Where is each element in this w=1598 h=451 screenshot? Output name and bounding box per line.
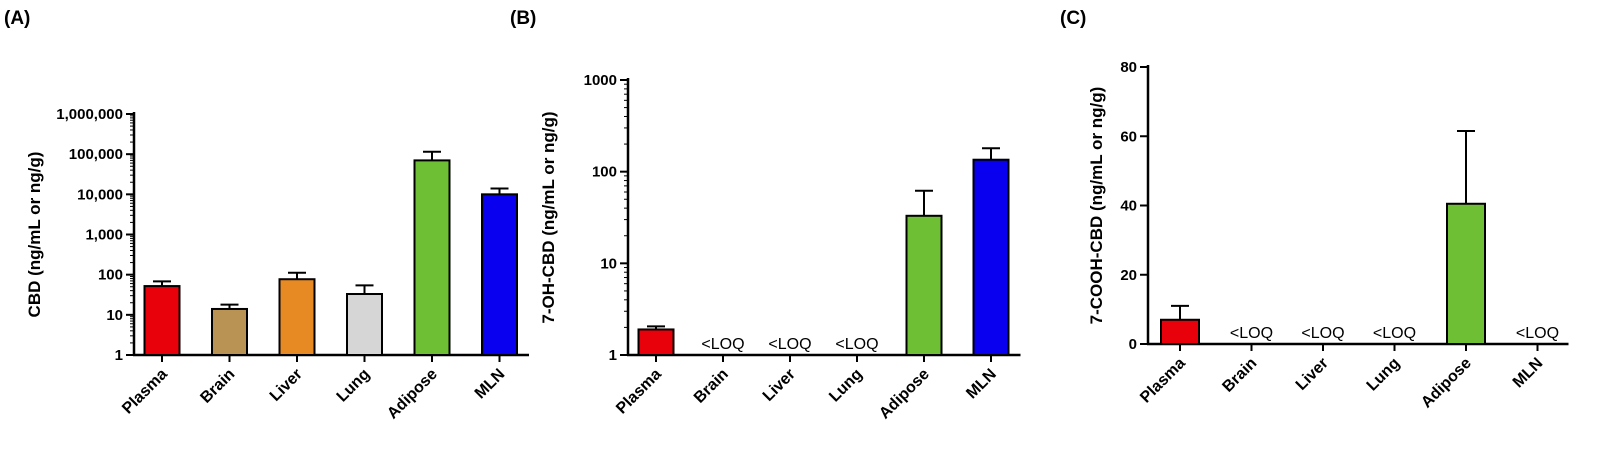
bar-label: <LOQ — [1373, 325, 1416, 342]
y-tick-label: 10 — [600, 255, 617, 272]
x-tick-label: Liver — [760, 366, 799, 405]
x-tick-label: Liver — [267, 366, 306, 405]
bar-adipose — [413, 159, 451, 356]
x-tick-label: Lung — [334, 366, 374, 406]
chart-panel-2: (B) 7-OH-CBD (ng/mL or ng/g) 1 10 100 1000 Pla… — [510, 8, 1021, 422]
x-tick-label: Adipose — [876, 366, 933, 423]
chart-panel-3: (C) 7-COOH-CBD (ng/mL or ng/g) 0 20 40 60 80 Pl… — [1060, 8, 1569, 411]
chart-panel-1: (A) CBD (ng/mL or ng/g) 1 10 100 1,000 10,000 1… — [4, 8, 529, 422]
x-tick-label: Adipose — [1418, 355, 1475, 412]
x-tick-label: Brain — [197, 366, 238, 407]
bar-mln — [481, 193, 518, 356]
y-axis-title: 7-OH-CBD (ng/mL or ng/g) — [539, 111, 558, 323]
bar-liver — [278, 278, 316, 356]
bar-brain — [211, 307, 248, 357]
bar-plasma — [143, 285, 181, 356]
x-tick-label: Adipose — [384, 366, 441, 423]
x-tick-label: MLN — [1510, 355, 1547, 392]
x-tick-label: Lung — [826, 366, 866, 406]
y-axis-title: 7-COOH-CBD (ng/mL or ng/g) — [1087, 87, 1106, 325]
bar-label: <LOQ — [768, 336, 811, 353]
x-tick-label: Plasma — [119, 366, 171, 418]
bar-mln — [972, 158, 1010, 356]
panel-label: (C) — [1060, 8, 1086, 29]
panel-label: (A) — [4, 8, 30, 29]
x-tick-label: MLN — [472, 366, 509, 403]
x-tick-label: Liver — [1293, 355, 1332, 394]
y-tick-label: 80 — [1120, 59, 1137, 76]
x-tick-label: Brain — [691, 366, 732, 407]
y-tick-label: 100 — [592, 164, 617, 181]
y-tick-label: 10,000 — [77, 186, 123, 203]
bar-label: <LOQ — [1301, 325, 1344, 342]
y-axis-title: CBD (ng/mL or ng/g) — [25, 152, 44, 318]
y-tick-label: 1 — [609, 347, 617, 364]
bar-label: <LOQ — [1230, 325, 1273, 342]
y-tick-label: 100,000 — [69, 146, 123, 163]
bar-adipose — [905, 214, 943, 356]
y-tick-label: 100 — [98, 267, 123, 284]
bar-adipose — [1446, 202, 1486, 345]
bar-label: <LOQ — [835, 336, 878, 353]
y-tick-label: 1000 — [584, 72, 617, 89]
x-tick-label: Brain — [1219, 355, 1260, 396]
x-tick-label: Plasma — [1137, 355, 1189, 407]
panel-label: (B) — [510, 8, 536, 29]
x-tick-label: MLN — [963, 366, 1000, 403]
x-tick-label: Lung — [1364, 355, 1404, 395]
y-tick-label: 40 — [1120, 198, 1137, 215]
y-tick-label: 1,000,000 — [56, 106, 123, 123]
y-tick-label: 0 — [1129, 336, 1137, 353]
bar-plasma — [637, 328, 675, 357]
bar-plasma — [1160, 318, 1200, 346]
y-tick-label: 20 — [1120, 267, 1137, 284]
bar-label: <LOQ — [1516, 325, 1559, 342]
y-tick-label: 1,000 — [85, 227, 123, 244]
bar-label: <LOQ — [701, 336, 744, 353]
bar-lung — [346, 293, 383, 356]
y-tick-label: 1 — [115, 347, 123, 364]
y-tick-label: 10 — [106, 307, 123, 324]
y-tick-label: 60 — [1120, 128, 1137, 145]
x-tick-label: Plasma — [613, 366, 665, 418]
